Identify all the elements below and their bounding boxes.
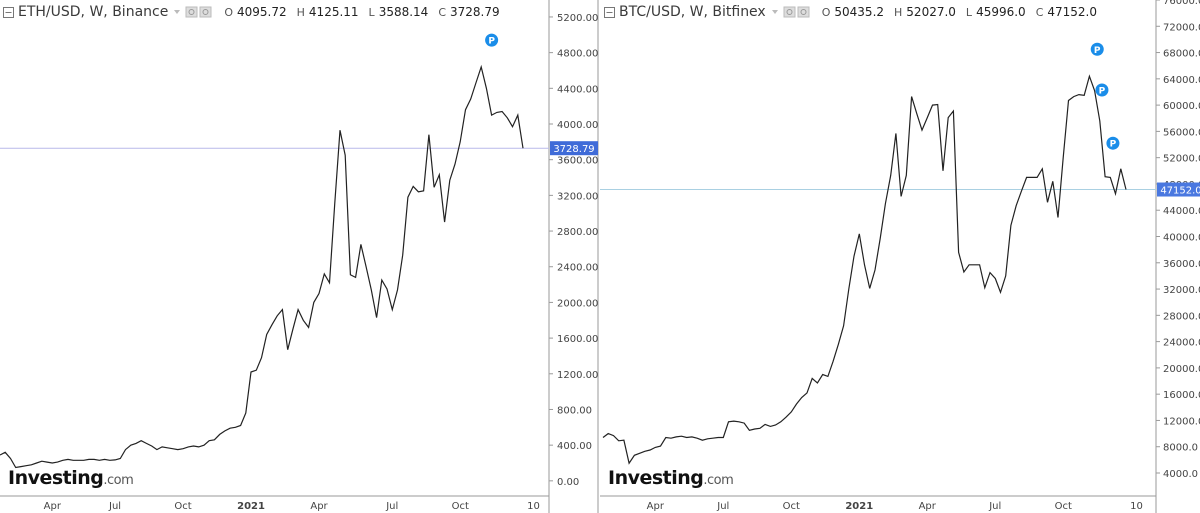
ohlc-label: O [821,5,831,19]
y-tick-label: 32000.0 [1163,285,1200,296]
ohlc-label: C [438,5,446,19]
y-tick-label: 1600.00 [557,334,598,345]
toolbar-icons[interactable] [174,6,214,18]
x-tick-label: Apr [647,501,665,512]
y-tick-label: 40000.0 [1163,233,1200,244]
last-price-tag [1157,182,1200,197]
y-tick-label: 24000.0 [1163,338,1200,349]
x-tick-label: Oct [452,501,469,512]
y-tick-label: 12000.0 [1163,416,1200,427]
y-tick-label: 72000.0 [1163,22,1200,33]
x-tick-label: Jul [108,501,121,512]
x-tick-label: Oct [783,501,800,512]
y-tick-label: 4800.00 [557,49,598,60]
ohlc-value: 50435.2 [834,5,885,19]
price-line-series [0,64,524,469]
ohlc-label: H [296,5,305,19]
y-tick-label: 4000.00 [557,120,598,131]
x-tick-label: Jul [988,501,1001,512]
last-price-tag [550,141,598,156]
y-tick-label: 2800.00 [557,227,598,238]
ohlc-label: C [1035,5,1044,19]
x-tick-label: 2021 [237,501,265,512]
price-line-series [602,74,1127,465]
x-tick-label: Apr [44,501,62,512]
y-tick-label: 4400.00 [557,84,598,95]
y-tick-label: 76000.0 [1163,0,1200,7]
x-tick-label: Jul [716,501,729,512]
y-tick-label: 28000.0 [1163,311,1200,322]
y-tick-label: 52000.0 [1163,154,1200,165]
x-tick-label: 2021 [845,501,873,512]
watermark: Investing.com [8,467,133,489]
y-tick-label: 64000.0 [1163,75,1200,86]
x-tick-label: Oct [174,501,191,512]
symbol-title: BTC/USD, W, Bitfinex [619,4,766,20]
y-tick-label: 68000.0 [1163,49,1200,60]
p-marker [1106,136,1120,150]
p-marker-label: P [1110,140,1117,150]
y-tick-label: 8000.0 [1163,443,1198,454]
ohlc-value: 3728.79 [450,5,500,19]
watermark: Investing.com [608,467,733,489]
y-tick-label: 2400.00 [557,263,598,274]
brand-suffix: .com [103,473,133,488]
collapse-icon[interactable] [3,6,14,18]
ohlc-label: H [894,5,903,19]
p-marker-label: P [1094,46,1101,56]
y-tick-label: 3600.00 [557,156,598,167]
ohlc-value: 3588.14 [378,5,429,19]
y-tick-label: 36000.0 [1163,259,1200,270]
y-tick-label: 1200.00 [557,370,598,381]
y-tick-label: 16000.0 [1163,390,1200,401]
brand-suffix: .com [703,473,733,488]
x-tick-label: 10 [1130,501,1143,512]
last-price-label: 3728.79 [553,144,594,155]
y-tick-label: 4000.0 [1163,469,1198,480]
y-tick-label: 2000.00 [557,298,598,309]
x-tick-label: Apr [310,501,328,512]
y-tick-label: 5200.00 [557,13,598,24]
x-tick-label: Oct [1055,501,1072,512]
collapse-icon[interactable] [604,6,615,18]
ohlc-value: 45996.0 [976,5,1026,19]
p-marker-label: P [1099,87,1106,97]
ohlc-value: 52027.0 [906,5,956,19]
ohlc-label: O [224,5,234,19]
p-marker [1095,83,1109,97]
y-tick-label: 3200.00 [557,191,598,202]
ohlc-value: 4095.72 [237,5,287,19]
y-tick-label: 60000.0 [1163,101,1200,112]
y-tick-label: 800.00 [557,405,592,416]
brand: Investing [608,467,703,489]
ohlc-label: L [965,5,973,19]
header: ETH/USD, W, Binance O 4095.72 H 4125.11 L 3588… [3,4,500,20]
toolbar-icons[interactable] [771,6,812,18]
header: BTC/USD, W, Bitfinex O 50435.2 H 52027.0 L 459… [604,4,1097,20]
p-marker [485,33,499,47]
y-tick-label: 44000.0 [1163,206,1200,217]
y-tick-label: 400.00 [557,441,592,452]
ohlc-value: 4125.11 [308,5,359,19]
x-tick-label: Apr [919,501,937,512]
ohlc-value: 47152.0 [1047,5,1097,19]
symbol-title: ETH/USD, W, Binance [18,4,169,20]
x-tick-label: 10 [527,501,540,512]
ohlc-label: L [368,5,375,19]
y-tick-label: 0.00 [557,477,579,488]
brand: Investing [8,467,103,489]
y-tick-label: 56000.0 [1163,127,1200,138]
y-tick-label: 20000.0 [1163,364,1200,375]
last-price-label: 47152.0 [1160,186,1200,197]
x-tick-label: Jul [385,501,398,512]
p-marker-label: P [488,37,495,47]
p-marker [1090,42,1104,56]
